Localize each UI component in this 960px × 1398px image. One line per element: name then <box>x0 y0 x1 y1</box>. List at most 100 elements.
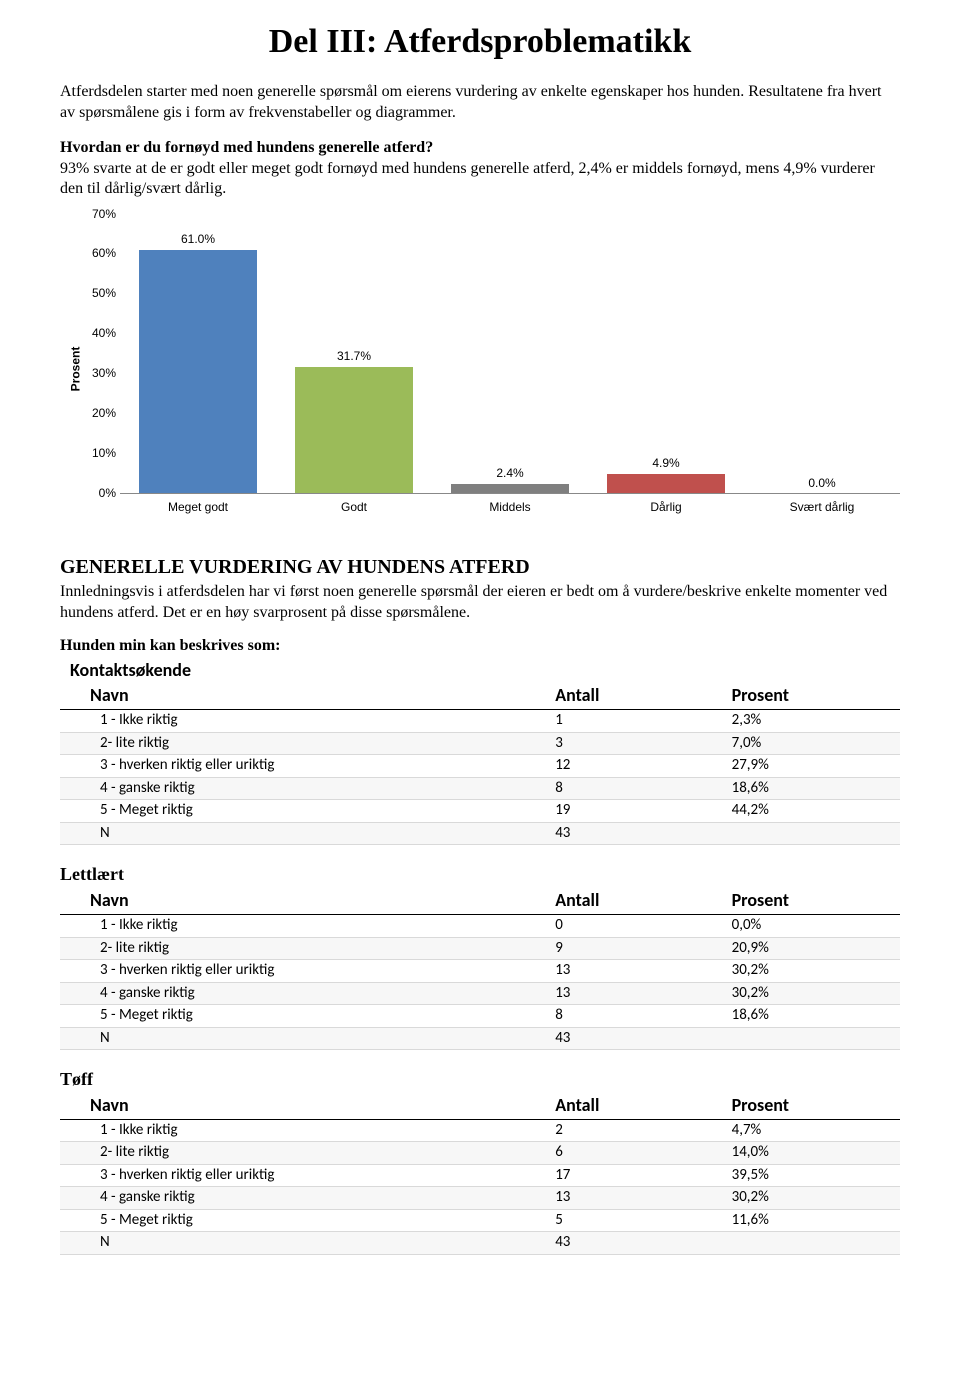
table-cell-count: 3 <box>547 732 723 755</box>
table-cell-count: 2 <box>547 1119 723 1142</box>
table-cell-name: 3 - hverken riktig eller uriktig <box>60 960 547 983</box>
table-cell-percent: 39,5% <box>724 1164 900 1187</box>
chart-ytick: 10% <box>76 446 116 462</box>
chart-bar-slot: 2.4%Middels <box>432 214 588 493</box>
table-cell-name: 3 - hverken riktig eller uriktig <box>60 1164 547 1187</box>
table-row: 4 - ganske riktig1330,2% <box>60 982 900 1005</box>
table-cell-count: 17 <box>547 1164 723 1187</box>
table-row: 2- lite riktig920,9% <box>60 937 900 960</box>
table-cell-count: 5 <box>547 1209 723 1232</box>
table-cell-count: 9 <box>547 937 723 960</box>
table-row: 3 - hverken riktig eller uriktig1227,9% <box>60 755 900 778</box>
table-cell-name: 2- lite riktig <box>60 937 547 960</box>
data-table: NavnAntallProsent1 - Ikke riktig12,3%2- … <box>60 682 900 845</box>
chart-bar-slot: 61.0%Meget godt <box>120 214 276 493</box>
table-cell-name: N <box>60 1232 547 1255</box>
table-header-cell: Prosent <box>724 887 900 915</box>
table-cell-percent <box>724 1232 900 1255</box>
table-row: 2- lite riktig37,0% <box>60 732 900 755</box>
table-cell-percent: 30,2% <box>724 1187 900 1210</box>
table-cell-count: 43 <box>547 1232 723 1255</box>
table-header-cell: Antall <box>547 887 723 915</box>
chart-bar-value: 31.7% <box>337 349 371 365</box>
chart-bar <box>295 367 414 493</box>
table-cell-count: 0 <box>547 915 723 938</box>
chart-bar-value: 4.9% <box>652 456 679 472</box>
table-cell-count: 13 <box>547 960 723 983</box>
table-cell-percent: 7,0% <box>724 732 900 755</box>
chart-bar <box>451 484 570 494</box>
chart-ytick: 0% <box>76 485 116 501</box>
table-row: 1 - Ikke riktig24,7% <box>60 1119 900 1142</box>
chart-bar-value: 0.0% <box>808 476 835 492</box>
table-cell-name: 1 - Ikke riktig <box>60 915 547 938</box>
table-row: 1 - Ikke riktig12,3% <box>60 710 900 733</box>
table-cell-percent <box>724 1027 900 1050</box>
table-cell-count: 8 <box>547 777 723 800</box>
chart-bar-slot: 31.7%Godt <box>276 214 432 493</box>
table-group-title: Kontaktsøkende <box>60 659 900 682</box>
table-cell-percent: 18,6% <box>724 777 900 800</box>
table-row: 4 - ganske riktig1330,2% <box>60 1187 900 1210</box>
chart-plot-area: 61.0%Meget godt31.7%Godt2.4%Middels4.9%D… <box>120 214 900 494</box>
table-cell-name: N <box>60 1027 547 1050</box>
table-cell-percent: 2,3% <box>724 710 900 733</box>
intro-paragraph: Atferdsdelen starter med noen generelle … <box>60 82 900 124</box>
table-cell-name: 4 - ganske riktig <box>60 982 547 1005</box>
chart-bar-slot: 4.9%Dårlig <box>588 214 744 493</box>
answer-1: 93% svarte at de er godt eller meget god… <box>60 159 900 201</box>
table-cell-count: 43 <box>547 822 723 845</box>
table-header-cell: Antall <box>547 682 723 710</box>
table-cell-percent: 27,9% <box>724 755 900 778</box>
table-cell-count: 1 <box>547 710 723 733</box>
table-cell-count: 43 <box>547 1027 723 1050</box>
table-header-cell: Antall <box>547 1092 723 1120</box>
table-cell-percent: 0,0% <box>724 915 900 938</box>
satisfaction-bar-chart: Prosent 61.0%Meget godt31.7%Godt2.4%Midd… <box>60 214 900 524</box>
table-cell-name: 5 - Meget riktig <box>60 1005 547 1028</box>
table-header-cell: Navn <box>60 682 547 710</box>
chart-bar <box>607 474 726 494</box>
table-header-cell: Prosent <box>724 1092 900 1120</box>
table-row: 3 - hverken riktig eller uriktig1739,5% <box>60 1164 900 1187</box>
chart-ytick: 40% <box>76 326 116 342</box>
table-row: 1 - Ikke riktig00,0% <box>60 915 900 938</box>
table-row: 5 - Meget riktig511,6% <box>60 1209 900 1232</box>
table-cell-count: 6 <box>547 1142 723 1165</box>
table-header-cell: Prosent <box>724 682 900 710</box>
data-table: NavnAntallProsent1 - Ikke riktig24,7%2- … <box>60 1092 900 1255</box>
table-group-title: Lettlært <box>60 863 900 886</box>
table-cell-name: 1 - Ikke riktig <box>60 1119 547 1142</box>
table-cell-percent: 20,9% <box>724 937 900 960</box>
table-cell-count: 13 <box>547 982 723 1005</box>
chart-x-label: Middels <box>432 500 588 516</box>
table-group-title: Tøff <box>60 1068 900 1091</box>
data-table: NavnAntallProsent1 - Ikke riktig00,0%2- … <box>60 887 900 1050</box>
table-row: 5 - Meget riktig1944,2% <box>60 800 900 823</box>
table-cell-percent: 11,6% <box>724 1209 900 1232</box>
chart-bar <box>139 250 258 493</box>
chart-bar-slot: 0.0%Svært dårlig <box>744 214 900 493</box>
table-cell-name: 1 - Ikke riktig <box>60 710 547 733</box>
chart-ytick: 20% <box>76 406 116 422</box>
describe-heading: Hunden min kan beskrives som: <box>60 636 900 657</box>
table-header-cell: Navn <box>60 887 547 915</box>
table-row: 4 - ganske riktig818,6% <box>60 777 900 800</box>
table-cell-name: 4 - ganske riktig <box>60 777 547 800</box>
table-cell-name: N <box>60 822 547 845</box>
table-cell-percent <box>724 822 900 845</box>
table-cell-percent: 30,2% <box>724 982 900 1005</box>
table-cell-percent: 44,2% <box>724 800 900 823</box>
table-cell-name: 5 - Meget riktig <box>60 1209 547 1232</box>
chart-bars-container: 61.0%Meget godt31.7%Godt2.4%Middels4.9%D… <box>120 214 900 493</box>
chart-ytick: 70% <box>76 206 116 222</box>
chart-x-label: Godt <box>276 500 432 516</box>
table-cell-name: 2- lite riktig <box>60 732 547 755</box>
table-cell-percent: 14,0% <box>724 1142 900 1165</box>
table-row: 5 - Meget riktig818,6% <box>60 1005 900 1028</box>
chart-x-label: Dårlig <box>588 500 744 516</box>
table-cell-count: 12 <box>547 755 723 778</box>
section-description: Innledningsvis i atferdsdelen har vi før… <box>60 582 900 624</box>
chart-ytick: 30% <box>76 366 116 382</box>
table-cell-name: 5 - Meget riktig <box>60 800 547 823</box>
